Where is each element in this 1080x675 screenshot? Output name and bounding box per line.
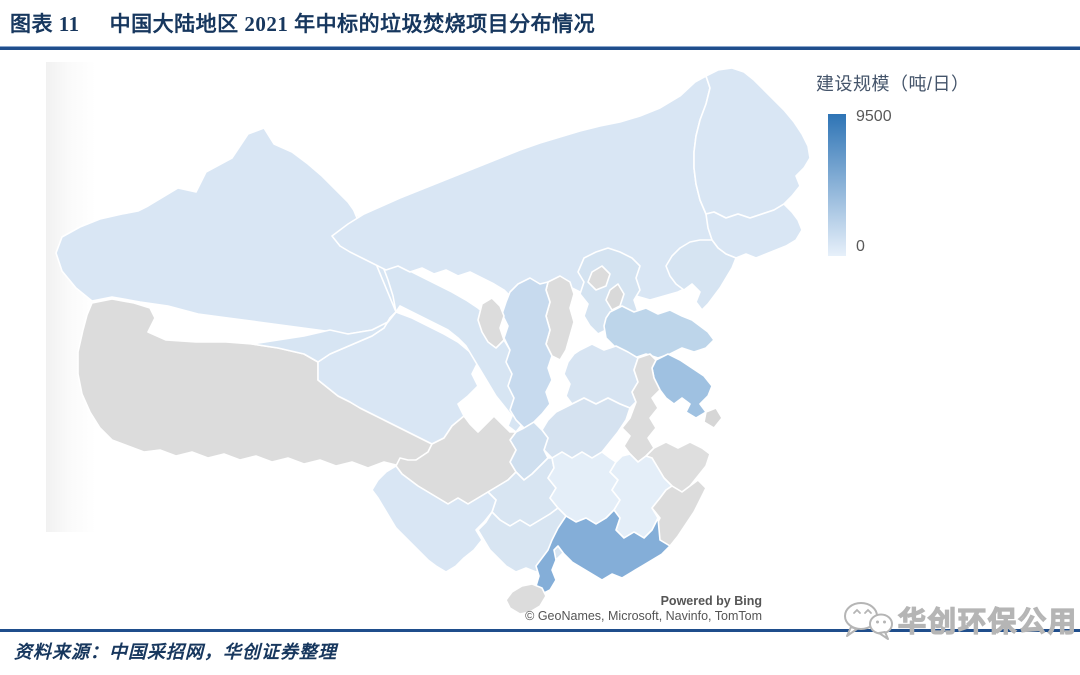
figure-title: 中国大陆地区 2021 年中标的垃圾焚烧项目分布情况 — [109, 12, 596, 36]
province-henan — [563, 343, 639, 409]
province-shanxi — [545, 275, 575, 361]
province-shanghai — [703, 407, 723, 429]
province-beijing — [587, 265, 611, 291]
map-attribution: Powered by Bing © GeoNames, Microsoft, N… — [525, 594, 762, 624]
legend-min-label: 0 — [856, 238, 865, 255]
brand-watermark: 华创环保公用 — [840, 597, 1078, 643]
watermark-text: 华创环保公用 — [897, 605, 1078, 637]
province-shaanxi — [501, 277, 553, 429]
province-hainan — [505, 583, 547, 615]
map-panel: 建设规模（吨/日） 9500 0 Powered by Bing © GeoNa… — [0, 50, 1080, 630]
source-note: 资料来源：中国采招网，华创证券整理 — [14, 642, 337, 662]
province-ningxia — [477, 297, 505, 349]
header-divider — [0, 46, 1080, 50]
figure-header: 图表 11 中国大陆地区 2021 年中标的垃圾焚烧项目分布情况 — [10, 8, 595, 38]
legend-title: 建设规模（吨/日） — [816, 74, 970, 94]
legend-max-label: 9500 — [856, 108, 892, 125]
province-tianjin — [605, 283, 625, 311]
province-liaoning — [665, 239, 737, 311]
legend-gradient-bar — [828, 114, 846, 256]
province-jiangsu — [651, 353, 713, 419]
figure-number: 图表 11 — [10, 12, 80, 36]
province-fujian — [651, 479, 707, 547]
wechat-icon — [843, 602, 893, 640]
footer-divider — [0, 629, 1080, 632]
province-heilongjiang — [693, 67, 811, 219]
province-shandong — [603, 305, 715, 359]
map-legend: 建设规模（吨/日） 9500 0 — [816, 70, 1076, 256]
province-guangdong — [535, 509, 671, 595]
powered-by-bing-label: Powered by Bing — [660, 594, 762, 608]
province-hubei — [541, 397, 631, 459]
map-copyright-label: © GeoNames, Microsoft, Navinfo, TomTom — [525, 608, 762, 623]
province-yunnan — [371, 465, 497, 573]
